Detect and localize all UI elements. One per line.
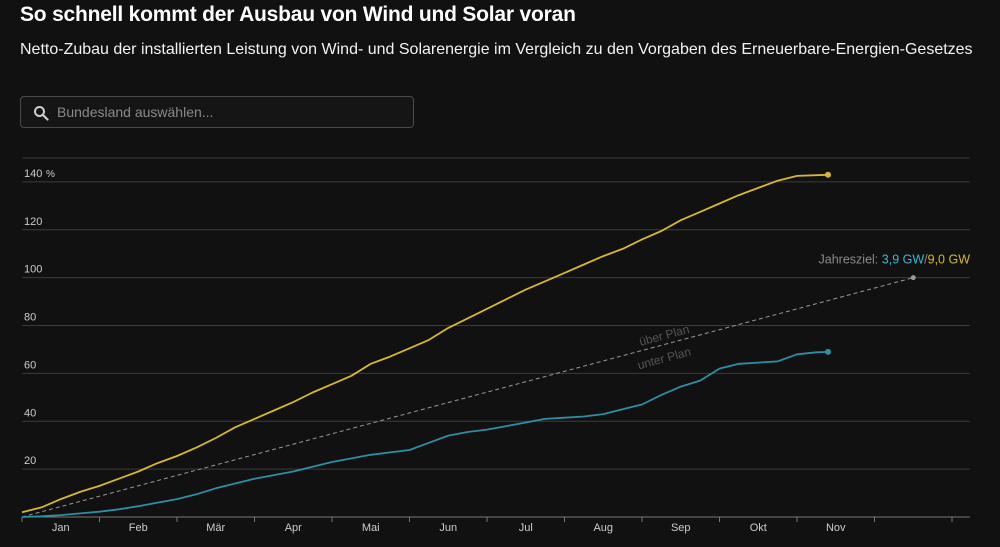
- x-tick-label: Feb: [129, 522, 148, 534]
- x-tick-label: Okt: [750, 522, 767, 534]
- search-input[interactable]: [57, 97, 407, 127]
- y-tick-label: 100: [24, 264, 42, 276]
- line-chart: 20 40 60 80 100 120 140 % Jan Feb Mär Apr Mai Jun Jul A…: [21, 157, 971, 534]
- x-tick-label: Jul: [519, 522, 533, 534]
- annotation-separator: /: [924, 253, 928, 267]
- annotation-wind-value: 3,9 GW: [882, 253, 925, 267]
- wind-end-point: [825, 348, 831, 355]
- x-tick-label: Sep: [671, 522, 691, 534]
- x-tick-label: Aug: [593, 522, 613, 534]
- search-icon: [34, 106, 49, 121]
- chart-subtitle: Netto-Zubau der installierten Leistung v…: [20, 41, 973, 58]
- bundesland-search[interactable]: [20, 96, 414, 128]
- annotation-solar-value: 9,0 GW: [928, 253, 971, 267]
- annual-target-annotation: Jahresziel: 3,9 GW/9,0 GW: [819, 253, 971, 267]
- x-tick-label: Jan: [52, 522, 70, 534]
- y-tick-label: 140: [24, 168, 42, 180]
- x-tick-label: Apr: [285, 522, 302, 534]
- y-tick-label: 120: [24, 216, 42, 228]
- solar-end-point: [825, 171, 831, 178]
- chart-title: So schnell kommt der Ausbau von Wind und…: [20, 3, 576, 26]
- plan-end-point: [910, 275, 916, 281]
- x-tick-label: Jun: [439, 522, 457, 534]
- y-tick-label: 20: [24, 455, 36, 467]
- x-tick-label: Nov: [826, 522, 846, 534]
- plan-label-below: unter Plan: [636, 345, 692, 373]
- y-tick-label: 40: [24, 407, 36, 419]
- y-tick-label: 80: [24, 312, 36, 324]
- wind-series-line: [21, 351, 829, 518]
- annotation-prefix: Jahresziel:: [819, 253, 882, 267]
- x-tick-label: Mär: [206, 522, 225, 534]
- x-tick-label: Mai: [362, 522, 380, 534]
- y-unit-marker: %: [46, 169, 55, 180]
- solar-series-line: [21, 173, 829, 514]
- y-tick-label: 60: [24, 359, 36, 371]
- plan-line: [21, 277, 914, 518]
